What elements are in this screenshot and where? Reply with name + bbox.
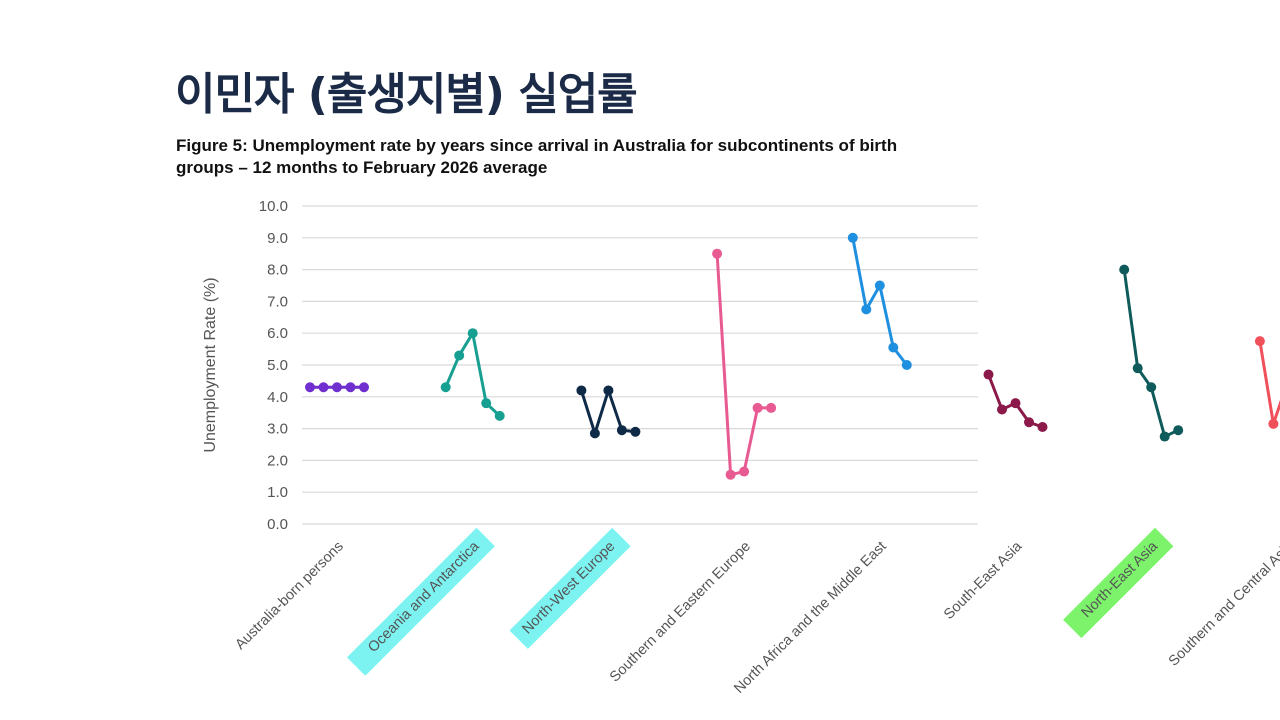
y-tick-label: 1.0 [267,484,288,501]
series-line [715,253,772,477]
data-point [616,425,627,436]
data-point [332,382,342,393]
grid-layer [302,205,978,525]
data-point [481,398,492,409]
series-5 [983,369,1048,433]
label-highlight-mark [1063,527,1174,639]
highlight-layer [346,527,1174,676]
category-label: Southern and Eastern Europe [607,539,754,686]
slide-title: 이민자 (출생지별) 실업률 [175,69,638,120]
data-point [874,280,885,291]
data-point [589,428,600,439]
data-point [454,350,465,361]
label-highlight-mark [509,527,631,649]
category-label: Australia-born persons [232,539,346,653]
data-point [305,382,315,393]
data-point [603,385,614,396]
category-label: North-East Asia [1078,538,1161,621]
series-line [1122,269,1179,439]
y-tick-label: 4.0 [267,389,288,406]
data-point [359,382,369,393]
data-point [752,402,763,413]
data-point [576,385,587,396]
data-point [1173,425,1184,436]
data-point [494,410,505,421]
data-point [630,426,641,437]
data-point [847,232,858,243]
data-point [888,342,899,353]
data-point [861,304,872,315]
series-3 [712,248,777,480]
data-point [712,248,723,259]
label-highlight-mark [346,527,495,676]
y-axis-title: Unemployment Rate (%) [202,277,219,452]
data-point [1037,422,1048,433]
y-tick-label: 3.0 [267,421,288,438]
category-label: North Africa and the Middle East [731,539,889,697]
category-label: North-West Europe [519,539,618,638]
data-point [983,369,994,380]
data-point [1268,418,1279,429]
series-4 [847,232,912,370]
data-point [1010,398,1021,409]
data-point [766,402,777,413]
series-7 [1254,336,1280,429]
y-tick-label: 5.0 [267,357,288,374]
series-line [444,331,501,417]
y-tick-label: 7.0 [267,293,288,310]
y-tick-label: 2.0 [267,452,288,469]
y-tick-layer: 0.0 1.0 2.0 3.0 4.0 5.0 6.0 7.0 8.0 9.0 10.0 [259,198,288,533]
y-tick-label: 6.0 [267,325,288,342]
data-point [1119,264,1130,275]
data-point [901,360,912,370]
data-point [318,382,329,393]
y-tick-label: 0.0 [267,516,288,533]
data-point [1254,336,1265,347]
figure-caption-line-2: groups – 12 months to February 2026 aver… [176,158,548,177]
series-2 [576,385,641,439]
figure-caption-line-1: Figure 5: Unemployment rate by years sin… [176,136,898,155]
data-point [440,382,451,393]
category-label: Oceania and Antarctica [365,538,483,656]
y-tick-label: 8.0 [267,262,288,279]
data-point [1146,382,1157,393]
category-label: Southern and Central Asia [1166,538,1280,670]
data-point [1024,417,1034,428]
data-point [739,466,750,477]
data-point [345,382,356,393]
y-tick-label: 9.0 [267,230,288,247]
series-6 [1119,264,1184,442]
series-layer [305,232,1280,480]
data-point [1159,431,1170,442]
y-tick-label: 10.0 [259,198,288,215]
data-point [997,404,1007,415]
data-point [1132,363,1143,374]
data-point [467,328,478,339]
series-line [1258,340,1280,426]
category-label: South-East Asia [941,538,1026,623]
data-point [725,469,736,480]
series-0 [305,382,369,393]
figure-caption: Figure 5: Unemployment rate by years sin… [176,135,976,179]
series-1 [440,328,505,421]
